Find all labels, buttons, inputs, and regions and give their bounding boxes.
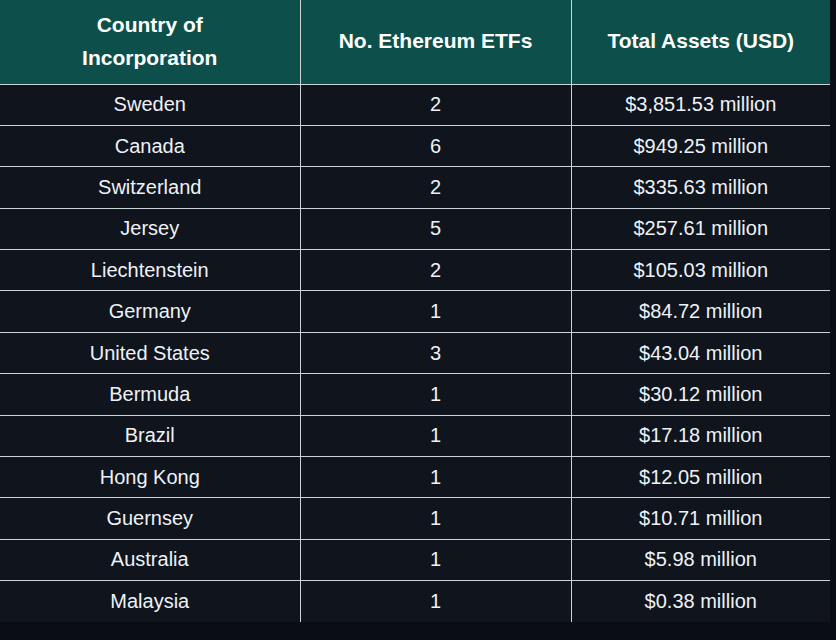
cell-etf-count: 1	[300, 291, 571, 332]
table-row: Canada6$949.25 million	[0, 125, 830, 166]
cell-total-assets: $257.61 million	[571, 208, 830, 249]
cell-total-assets: $5.98 million	[571, 539, 830, 580]
cell-etf-count: 1	[300, 581, 571, 622]
cell-etf-count: 3	[300, 332, 571, 373]
header-row: Country of Incorporation No. Ethereum ET…	[0, 0, 830, 84]
cell-country: Australia	[0, 539, 300, 580]
cell-country: Brazil	[0, 415, 300, 456]
table-header: Country of Incorporation No. Ethereum ET…	[0, 0, 830, 84]
header-no-ethereum-etfs: No. Ethereum ETFs	[300, 0, 571, 84]
cell-etf-count: 2	[300, 84, 571, 125]
table-row: Jersey5$257.61 million	[0, 208, 830, 249]
cell-etf-count: 2	[300, 167, 571, 208]
table-row: Bermuda1$30.12 million	[0, 374, 830, 415]
cell-etf-count: 1	[300, 374, 571, 415]
cell-country: Guernsey	[0, 498, 300, 539]
table-row: Germany1$84.72 million	[0, 291, 830, 332]
cell-total-assets: $105.03 million	[571, 250, 830, 291]
cell-total-assets: $12.05 million	[571, 457, 830, 498]
cell-etf-count: 1	[300, 415, 571, 456]
cell-country: Germany	[0, 291, 300, 332]
table-row: Sweden2$3,851.53 million	[0, 84, 830, 125]
cell-etf-count: 2	[300, 250, 571, 291]
cell-total-assets: $335.63 million	[571, 167, 830, 208]
cell-country: Bermuda	[0, 374, 300, 415]
table-row: Liechtenstein2$105.03 million	[0, 250, 830, 291]
table-row: Hong Kong1$12.05 million	[0, 457, 830, 498]
header-country-of-incorporation: Country of Incorporation	[0, 0, 300, 84]
cell-total-assets: $30.12 million	[571, 374, 830, 415]
table-row: Australia1$5.98 million	[0, 539, 830, 580]
cell-total-assets: $10.71 million	[571, 498, 830, 539]
cell-country: Canada	[0, 125, 300, 166]
cell-etf-count: 5	[300, 208, 571, 249]
cell-total-assets: $43.04 million	[571, 332, 830, 373]
cell-total-assets: $3,851.53 million	[571, 84, 830, 125]
cell-country: Malaysia	[0, 581, 300, 622]
table-row: Switzerland2$335.63 million	[0, 167, 830, 208]
cell-etf-count: 1	[300, 498, 571, 539]
cell-etf-count: 1	[300, 539, 571, 580]
table-row: Malaysia1$0.38 million	[0, 581, 830, 622]
cell-etf-count: 1	[300, 457, 571, 498]
cell-country: Jersey	[0, 208, 300, 249]
table-row: United States3$43.04 million	[0, 332, 830, 373]
cell-country: Sweden	[0, 84, 300, 125]
table-row: Guernsey1$10.71 million	[0, 498, 830, 539]
etf-country-table: Country of Incorporation No. Ethereum ET…	[0, 0, 830, 622]
cell-country: Liechtenstein	[0, 250, 300, 291]
cell-country: Hong Kong	[0, 457, 300, 498]
cell-total-assets: $84.72 million	[571, 291, 830, 332]
cell-country: Switzerland	[0, 167, 300, 208]
cell-total-assets: $17.18 million	[571, 415, 830, 456]
cell-country: United States	[0, 332, 300, 373]
table-body: Sweden2$3,851.53 millionCanada6$949.25 m…	[0, 84, 830, 622]
header-total-assets-usd: Total Assets (USD)	[571, 0, 830, 84]
cell-total-assets: $0.38 million	[571, 581, 830, 622]
table-row: Brazil1$17.18 million	[0, 415, 830, 456]
cell-total-assets: $949.25 million	[571, 125, 830, 166]
cell-etf-count: 6	[300, 125, 571, 166]
